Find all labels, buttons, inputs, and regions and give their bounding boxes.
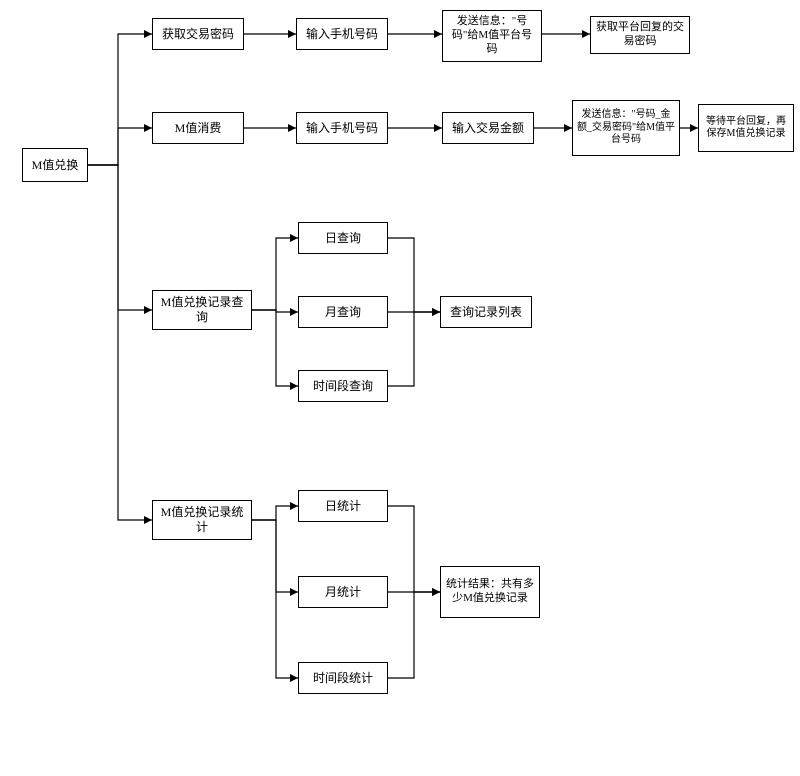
node-r2c2: 输入手机号码 bbox=[296, 112, 388, 144]
node-r1c4: 获取平台回复的交易密码 bbox=[590, 16, 690, 54]
node-r4-day: 日统计 bbox=[298, 490, 388, 522]
node-r4c1: M值兑换记录统计 bbox=[152, 500, 252, 540]
node-label: M值兑换 bbox=[32, 158, 79, 173]
node-r3-result: 查询记录列表 bbox=[440, 296, 532, 328]
node-label: 日查询 bbox=[325, 231, 361, 246]
node-r3-month: 月查询 bbox=[298, 296, 388, 328]
node-label: 输入交易金额 bbox=[452, 121, 524, 136]
node-label: 发送信息："号码_金额_交易密码"给M值平台号码 bbox=[577, 109, 675, 147]
node-r1c1: 获取交易密码 bbox=[152, 18, 244, 50]
node-label: 统计结果：共有多少M值兑换记录 bbox=[445, 578, 535, 606]
node-label: 获取平台回复的交易密码 bbox=[595, 21, 685, 49]
node-r2c5: 等待平台回复，再保存M值兑换记录 bbox=[698, 104, 794, 152]
node-r2c4: 发送信息："号码_金额_交易密码"给M值平台号码 bbox=[572, 100, 680, 156]
node-label: 时间段查询 bbox=[313, 379, 373, 394]
node-r4-result: 统计结果：共有多少M值兑换记录 bbox=[440, 566, 540, 618]
node-label: M值兑换记录统计 bbox=[157, 505, 247, 535]
node-root: M值兑换 bbox=[22, 148, 88, 182]
node-label: 输入手机号码 bbox=[306, 121, 378, 136]
node-label: M值兑换记录查询 bbox=[157, 295, 247, 325]
node-r3-day: 日查询 bbox=[298, 222, 388, 254]
node-r3-period: 时间段查询 bbox=[298, 370, 388, 402]
node-label: 输入手机号码 bbox=[306, 27, 378, 42]
node-label: 获取交易密码 bbox=[162, 27, 234, 42]
node-label: 时间段统计 bbox=[313, 671, 373, 686]
node-label: 月查询 bbox=[325, 305, 361, 320]
node-label: 日统计 bbox=[325, 499, 361, 514]
node-label: 发送信息："号码"给M值平台号码 bbox=[447, 15, 537, 56]
node-label: 月统计 bbox=[325, 585, 361, 600]
node-r4-period: 时间段统计 bbox=[298, 662, 388, 694]
node-label: M值消费 bbox=[175, 121, 222, 136]
node-r2c1: M值消费 bbox=[152, 112, 244, 144]
node-r1c3: 发送信息："号码"给M值平台号码 bbox=[442, 10, 542, 62]
node-r1c2: 输入手机号码 bbox=[296, 18, 388, 50]
node-r3c1: M值兑换记录查询 bbox=[152, 290, 252, 330]
node-r4-month: 月统计 bbox=[298, 576, 388, 608]
node-r2c3: 输入交易金额 bbox=[442, 112, 534, 144]
node-label: 等待平台回复，再保存M值兑换记录 bbox=[703, 116, 789, 141]
node-label: 查询记录列表 bbox=[450, 305, 522, 320]
edges-layer bbox=[0, 0, 800, 776]
